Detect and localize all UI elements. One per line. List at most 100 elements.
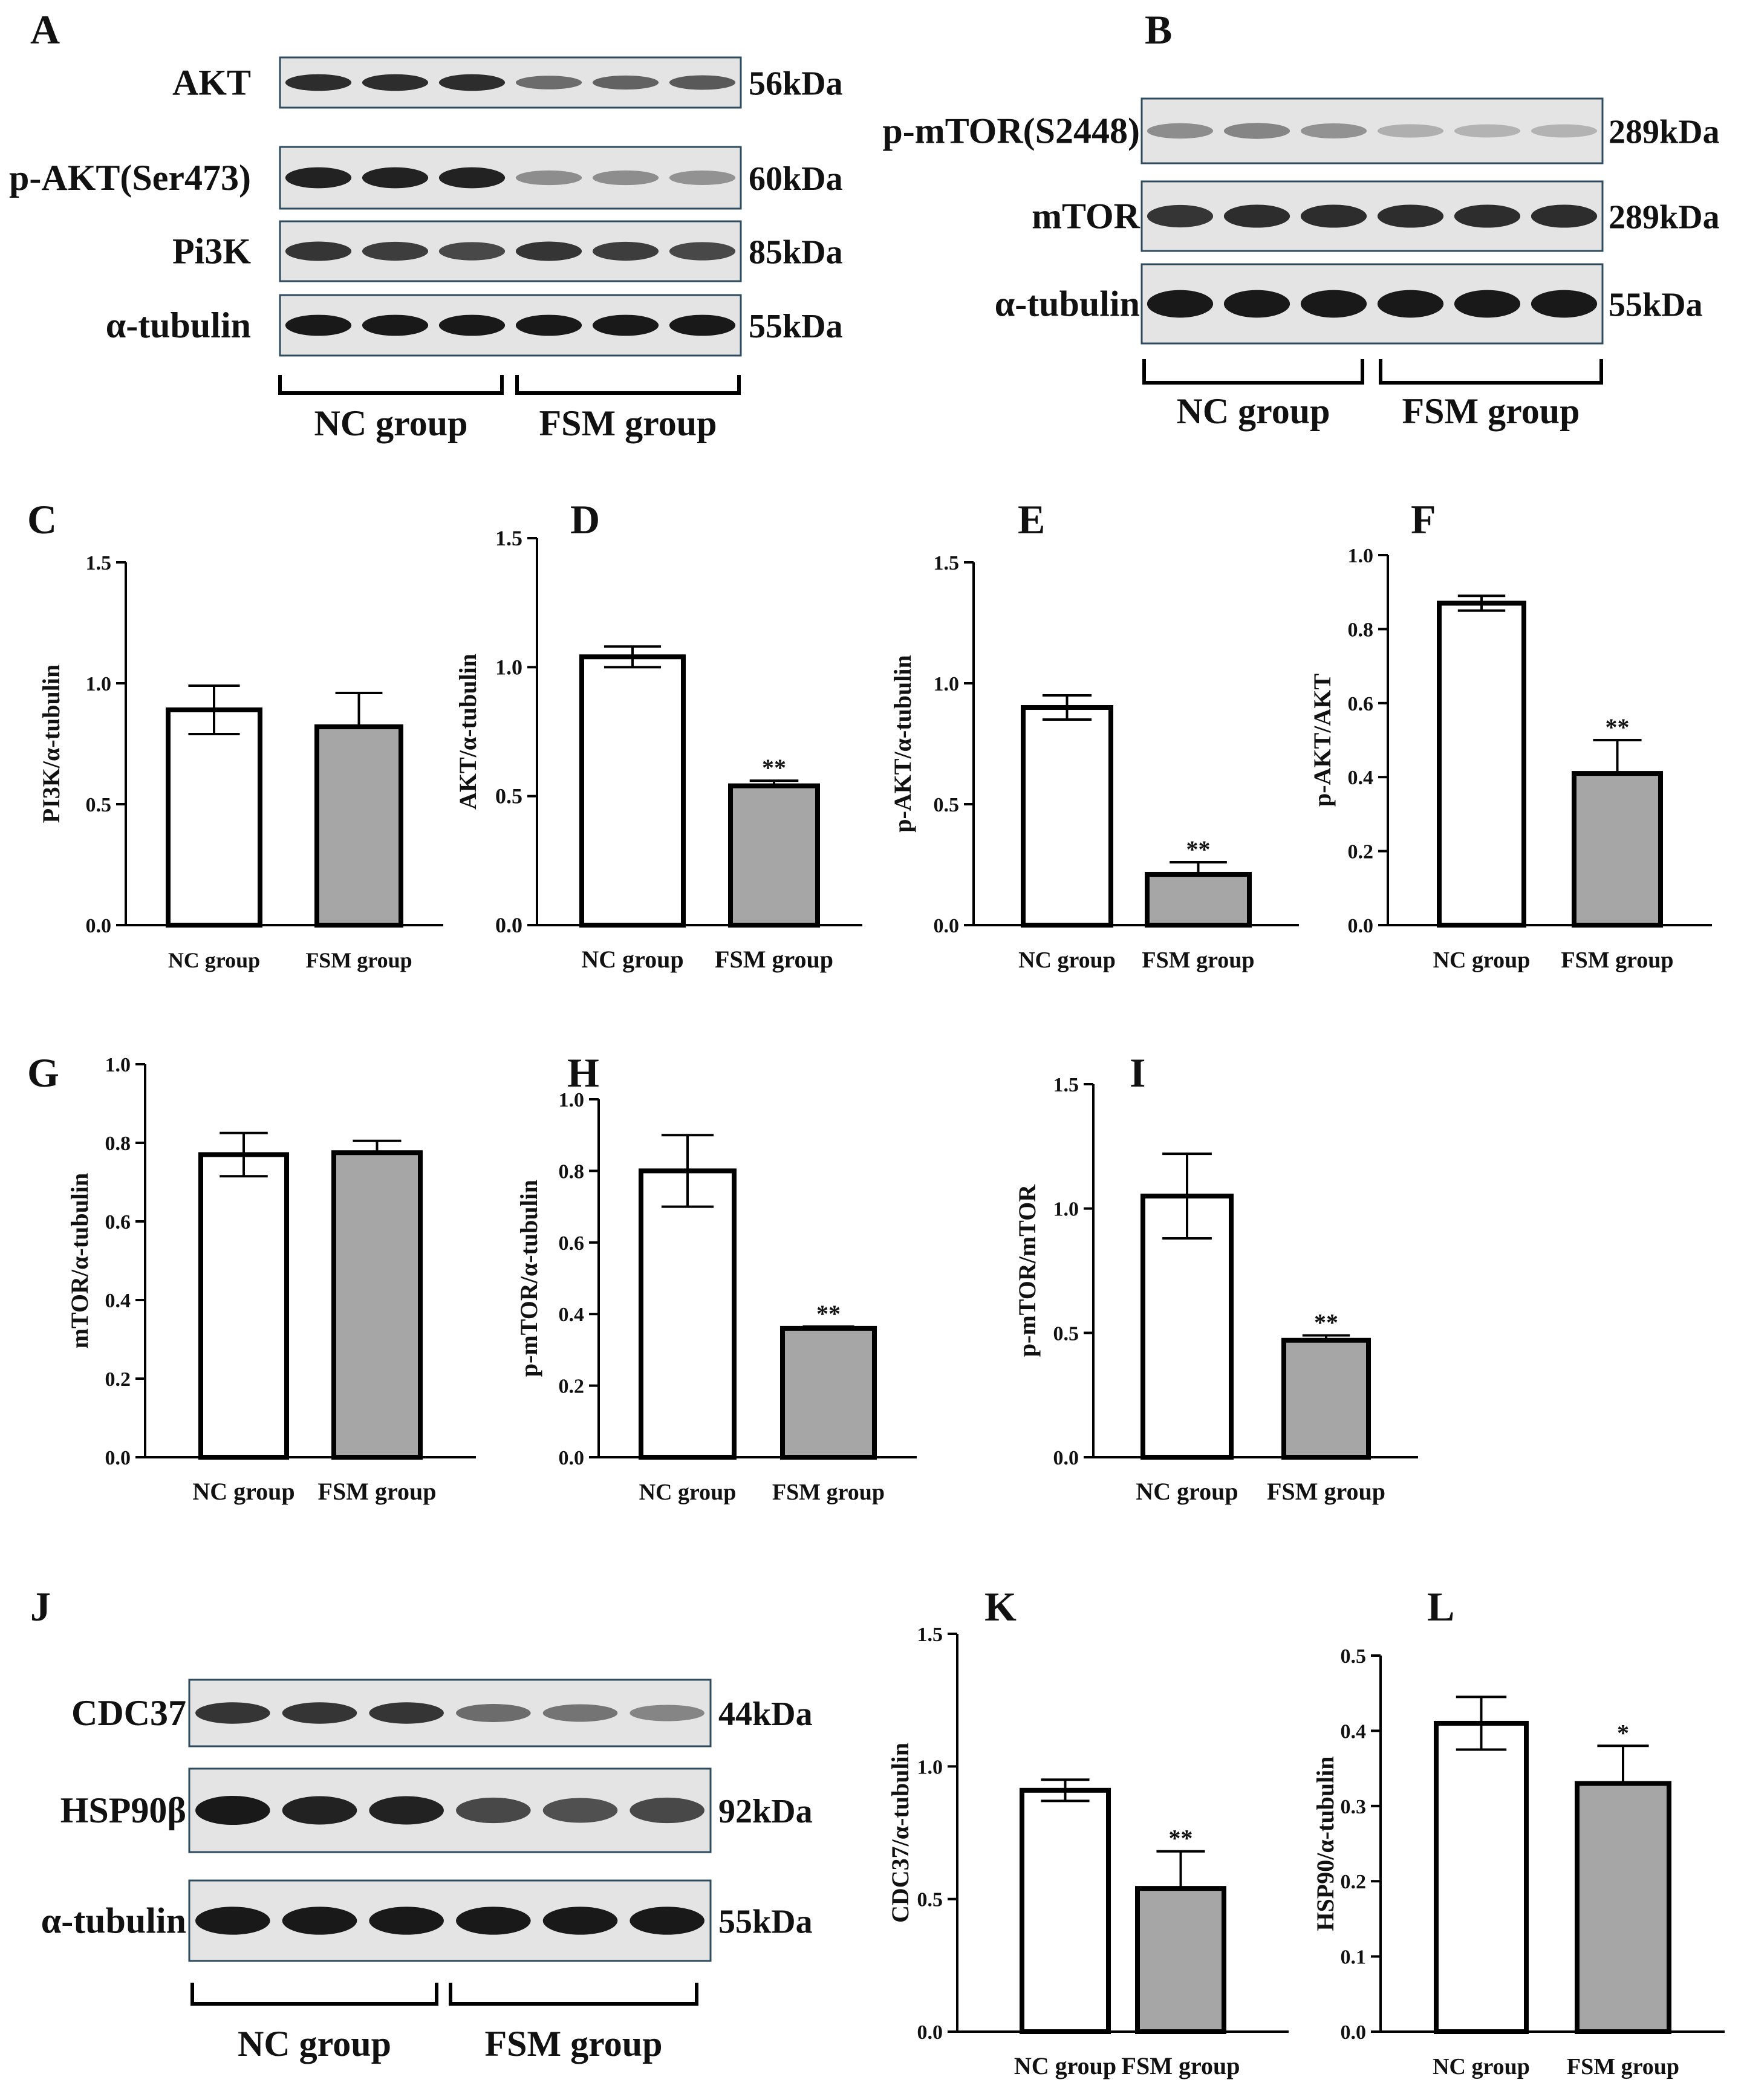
group-bracket	[278, 375, 504, 395]
x-category-label: FSM group	[1267, 1478, 1385, 1505]
y-axis-label: PI3K/α-tubulin	[37, 665, 65, 823]
y-axis-label: p-mTOR/α-tubulin	[515, 1180, 542, 1377]
bar-chart-C: C 0.0 0.5 1.0 1.5 PI3K/α-tubulin NC group FSM g…	[27, 496, 443, 972]
bar-chart-F: F 0.0 0.2 0.4 0.6 0.8 1.0 p-AKT/AKT NC group ** FS…	[1309, 496, 1712, 973]
blot-band	[369, 1796, 444, 1825]
blot-panel-B: Bp-mTOR(S2448) 289kDa mTOR 289kDa α-tubulin 5…	[882, 7, 1719, 431]
blot-membrane	[279, 294, 742, 357]
group-label: FSM group	[485, 2024, 663, 2064]
blot-row-label: AKT	[172, 63, 251, 103]
blot-band	[1300, 123, 1367, 139]
blot-band	[285, 314, 352, 336]
y-tick-label: 0.5	[1341, 1645, 1367, 1668]
panel-label-D: D	[570, 496, 600, 542]
blot-membrane	[1140, 97, 1604, 164]
blot-panel-A: A AKT 56kDa p-AKT(Ser473) 60kDa Pi3K 85kDa α-tu…	[9, 7, 843, 443]
blot-band	[1454, 290, 1521, 318]
y-tick-label: 0.0	[495, 913, 522, 937]
group-bracket	[190, 1983, 438, 2006]
blot-band	[1223, 204, 1290, 228]
x-category-label: NC group	[581, 946, 683, 973]
bar-fsm	[1281, 1338, 1371, 1460]
blot-band	[1454, 204, 1521, 228]
blot-band	[592, 314, 659, 336]
bar-nc	[1020, 1787, 1111, 2034]
bar-fsm	[1572, 771, 1663, 928]
bar-nc	[198, 1152, 289, 1460]
panel-label-G: G	[27, 1050, 59, 1096]
y-tick-label: 0.0	[1053, 1447, 1079, 1469]
blot-band	[1147, 204, 1214, 228]
blot-band	[515, 314, 582, 336]
bar-fsm	[1135, 1886, 1226, 2035]
blot-band	[1377, 204, 1444, 228]
y-tick-label: 0.4	[105, 1290, 131, 1312]
y-tick-label: 1.5	[917, 1624, 943, 1646]
blot-band	[669, 75, 736, 90]
blot-row-label: CDC37	[71, 1693, 186, 1733]
panel-label-J: J	[30, 1584, 51, 1630]
y-tick-label: 0.0	[559, 1447, 585, 1469]
y-axis-label: HSP90/α-tubulin	[1312, 1756, 1339, 1931]
blot-band	[1147, 290, 1214, 318]
y-tick-label: 0.2	[105, 1368, 131, 1391]
panel-label-E: E	[1018, 496, 1045, 542]
blot-row-label: α-tubulin	[995, 284, 1140, 324]
blot-row-kda: 85kDa	[749, 234, 843, 271]
group-label: NC group	[238, 2024, 391, 2064]
bar-nc	[1140, 1194, 1234, 1460]
panel-label-A: A	[30, 7, 60, 53]
blot-band	[369, 1907, 444, 1935]
blot-band	[195, 1795, 270, 1825]
x-category-label: FSM group	[715, 946, 833, 973]
blot-band	[542, 1704, 618, 1722]
bar-chart-G: G 0.0 0.2 0.4 0.6 0.8 1.0 mTOR/α-tubulin NC grou…	[27, 1050, 476, 1505]
blot-row-label: HSP90β	[60, 1790, 186, 1830]
y-tick-label: 1.5	[1053, 1074, 1079, 1096]
blot-membrane	[279, 56, 742, 109]
panel-label-I: I	[1130, 1050, 1145, 1096]
bar-nc	[579, 654, 686, 928]
blot-row: mTOR 289kDa	[1032, 180, 1720, 252]
panel-label-B: B	[1145, 7, 1172, 53]
y-axis-label: p-AKT/α-tubulin	[889, 655, 916, 833]
x-category-label: NC group	[168, 948, 260, 972]
blot-row-kda: 55kDa	[749, 308, 843, 345]
bar-fsm	[1145, 872, 1252, 928]
bar-chart-E: E 0.0 0.5 1.0 1.5 p-AKT/α-tubulin NC group ** FS…	[889, 496, 1299, 973]
x-category-label: NC group	[639, 1480, 737, 1505]
significance-marker: **	[762, 754, 786, 781]
group-bracket	[515, 375, 741, 395]
blot-band	[282, 1907, 357, 1935]
blot-row: Pi3K 85kDa	[172, 220, 843, 282]
y-tick-label: 0.5	[934, 794, 960, 816]
group-bracket	[449, 1983, 698, 2006]
blot-band	[282, 1796, 357, 1825]
blot-band	[1531, 290, 1598, 318]
blot-band	[515, 76, 582, 89]
y-tick-label: 0.5	[86, 794, 112, 816]
blot-row-label: p-mTOR(S2448)	[882, 111, 1140, 151]
y-axis-label: mTOR/α-tubulin	[66, 1173, 93, 1349]
bar-chart-D: D 0.0 0.5 1.0 1.5 AKT/α-tubulin NC group ** FSM …	[454, 496, 862, 973]
bar-chart-K: K 0.0 0.5 1.0 1.5 CDC37/α-tubulin NC group ** FS…	[887, 1584, 1289, 2079]
y-tick-label: 0.8	[1348, 619, 1374, 641]
blot-row-label: p-AKT(Ser473)	[9, 158, 251, 198]
blot-band	[1377, 124, 1444, 138]
group-label: FSM group	[1402, 391, 1580, 431]
group-label: NC group	[1177, 391, 1330, 431]
y-tick-label: 1.0	[86, 673, 112, 695]
blot-band	[542, 1798, 618, 1823]
y-tick-label: 0.4	[1348, 767, 1374, 789]
significance-marker: **	[1314, 1308, 1338, 1336]
blot-row-kda: 56kDa	[749, 65, 843, 103]
bar-nc	[1437, 600, 1526, 928]
blot-band	[630, 1705, 704, 1721]
blot-band	[282, 1702, 357, 1724]
bar-nc	[1434, 1720, 1529, 2034]
blot-row-kda: 289kDa	[1609, 199, 1720, 236]
significance-marker: **	[1169, 1825, 1193, 1852]
blot-band	[669, 171, 736, 185]
y-tick-label: 0.6	[105, 1211, 131, 1234]
blot-band	[285, 167, 352, 189]
